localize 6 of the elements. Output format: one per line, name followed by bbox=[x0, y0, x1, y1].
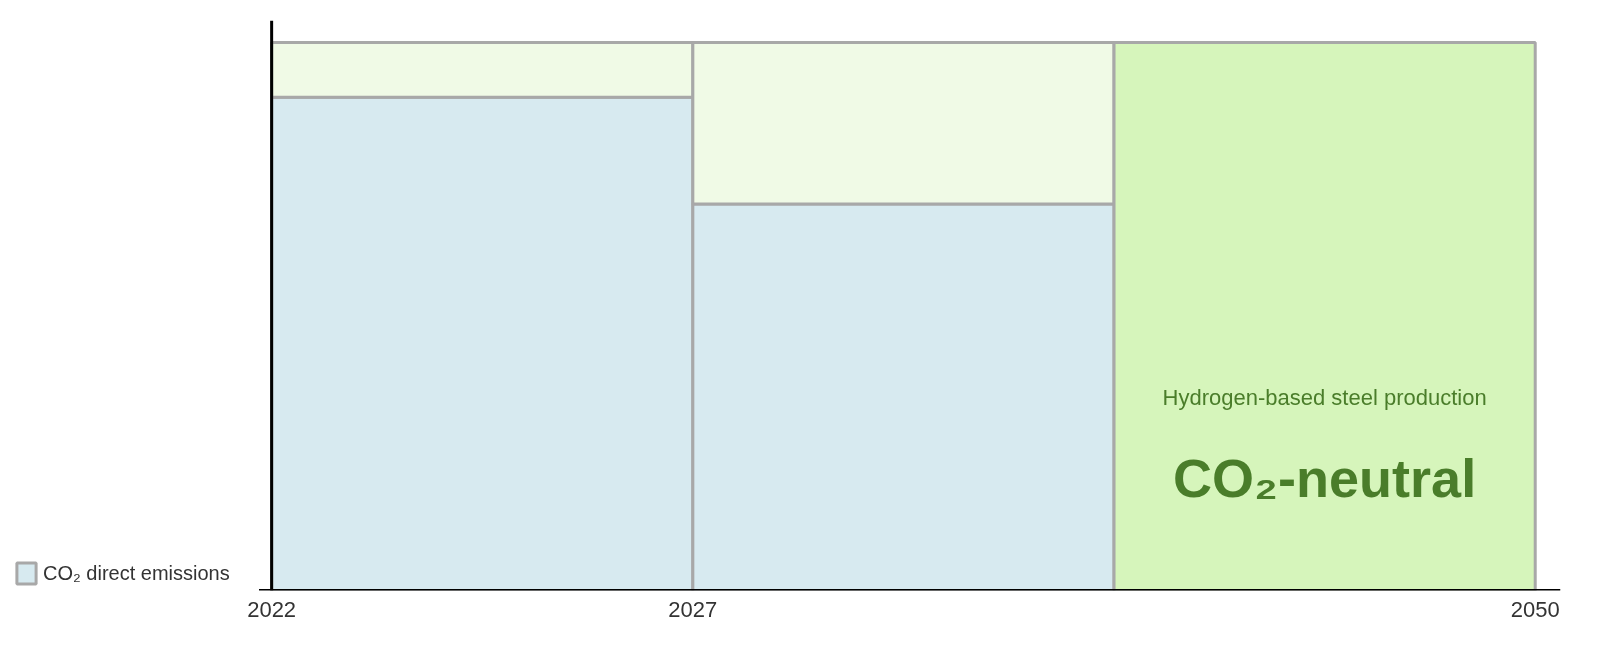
annotation: CO₂-neutral bbox=[1173, 448, 1477, 509]
x-tick-label: 2027 bbox=[668, 596, 718, 622]
text: 2050 bbox=[1510, 596, 1560, 622]
legend-label: CO₂ direct emissions bbox=[43, 561, 230, 585]
x-tick-label: 2022 bbox=[247, 596, 297, 622]
annotation: Hydrogen-based steel production bbox=[1162, 384, 1487, 410]
